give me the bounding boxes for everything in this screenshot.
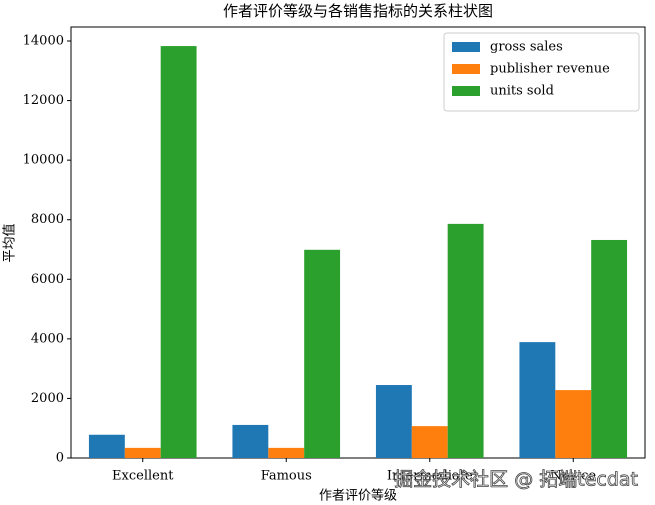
x-tick-label: Excellent [112, 469, 174, 484]
x-tick-label: Novice [550, 469, 596, 484]
bar [411, 426, 448, 458]
chart-title: 作者评价等级与各销售指标的关系柱状图 [223, 2, 493, 20]
bar [160, 46, 197, 458]
y-tick-label: 0 [56, 451, 64, 466]
legend-label: units sold [490, 84, 554, 99]
bar [375, 385, 412, 458]
y-tick-label: 10000 [23, 153, 64, 168]
bar [268, 447, 305, 458]
legend-swatch [452, 86, 480, 96]
bar [591, 239, 628, 458]
y-axis-label: 平均值 [2, 223, 18, 262]
bar [555, 390, 592, 458]
bar [124, 447, 161, 458]
legend-swatch [452, 42, 480, 52]
y-tick-label: 12000 [23, 93, 64, 108]
y-tick-label: 14000 [23, 33, 64, 48]
y-tick-label: 2000 [31, 391, 64, 406]
bar [447, 223, 484, 458]
watermark: 掘金技术社区 @ 拓端tecdat [394, 469, 638, 491]
legend-label: gross sales [490, 40, 563, 55]
bar [88, 434, 125, 458]
x-tick-label: Intermediate [387, 469, 473, 484]
plot-frame [70, 26, 646, 459]
bar [519, 342, 556, 458]
bar [232, 424, 269, 458]
legend-label: publisher revenue [490, 62, 610, 77]
x-tick-label: Famous [261, 469, 312, 484]
bar [304, 249, 341, 458]
legend-box [443, 32, 640, 112]
x-axis-label: 作者评价等级 [319, 488, 397, 504]
legend-swatch [452, 64, 480, 74]
y-tick-label: 4000 [31, 331, 64, 346]
y-tick-label: 6000 [31, 272, 64, 287]
y-tick-label: 8000 [31, 212, 64, 227]
